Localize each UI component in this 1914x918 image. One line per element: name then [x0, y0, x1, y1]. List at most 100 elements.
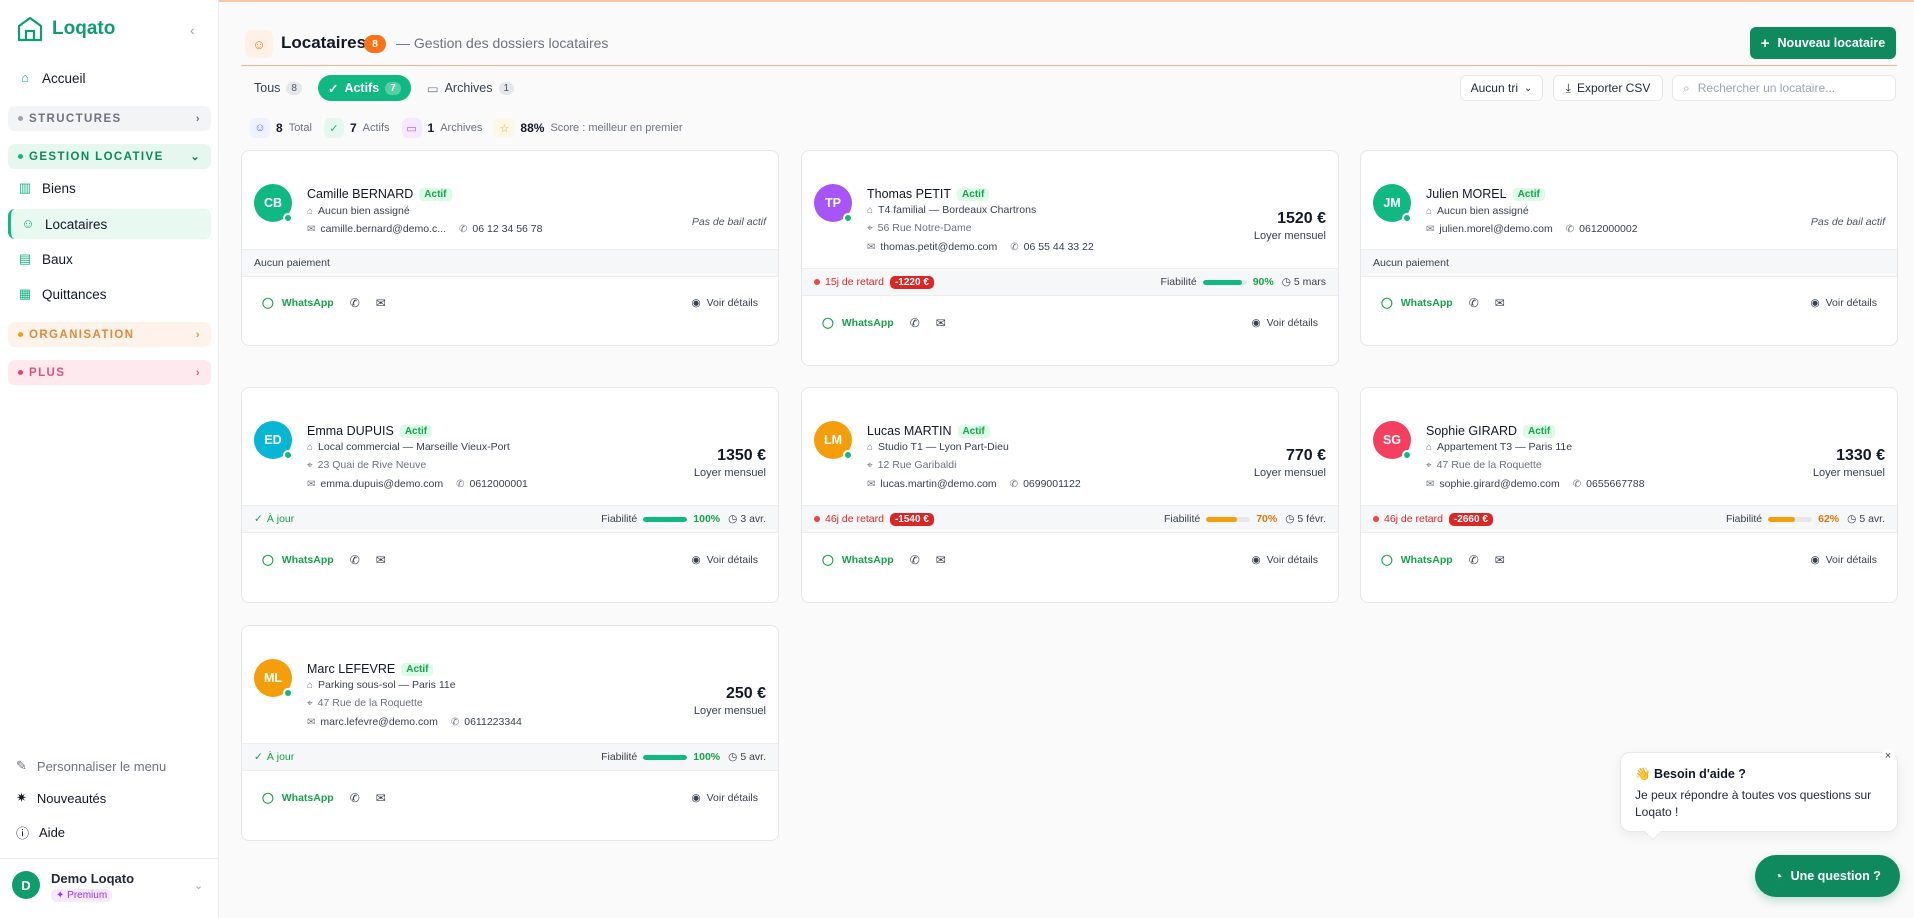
rent-block: 1520 € Loyer mensuel	[1254, 210, 1326, 242]
whatsapp-button[interactable]: ◯ WhatsApp	[262, 297, 334, 309]
section-organisation[interactable]: ORGANISATION ›	[8, 322, 211, 347]
mail-icon[interactable]: ✉	[935, 553, 946, 567]
sort-dropdown[interactable]: Aucun tri ⌄	[1460, 75, 1543, 101]
tenant-card[interactable]: CB Camille BERNARD Actif ⌂ Aucun bien assi…	[241, 150, 779, 346]
new-tenant-button[interactable]: + Nouveau locataire	[1750, 27, 1896, 59]
due-date: ◷ 5 mars	[1282, 276, 1326, 288]
property-line: ⌂ Appartement T3 — Paris 11e	[1426, 441, 1572, 453]
chevron-down-icon: ⌄	[1523, 82, 1533, 94]
tab-tous[interactable]: Tous 8	[244, 75, 312, 101]
tenant-card[interactable]: JM Julien MOREL Actif ⌂ Aucun bien assigné…	[1360, 150, 1898, 346]
sidebar-item-biens[interactable]: ▥ Biens	[8, 173, 211, 203]
view-details-label: Voir détails	[1266, 554, 1318, 566]
export-csv-button[interactable]: ⤓ Exporter CSV	[1553, 75, 1663, 101]
bubble-tail	[1644, 823, 1662, 841]
whatsapp-button[interactable]: ◯ WhatsApp	[262, 792, 334, 804]
logo[interactable]: Loqato	[16, 16, 115, 42]
tab-archives[interactable]: ▭ Archives 1	[417, 75, 524, 101]
view-details-button[interactable]: ◉ Voir détails	[691, 297, 758, 309]
whatsapp-button[interactable]: ◯ WhatsApp	[1381, 297, 1453, 309]
user-menu[interactable]: D Demo Loqato ✦ Premium ⌄	[0, 858, 219, 918]
phone-text: 0611223344	[464, 716, 522, 728]
rent-label: Loyer mensuel	[693, 705, 766, 717]
late-indicator: 15j de retard	[814, 276, 884, 288]
sidebar-item-baux[interactable]: ▤ Baux	[8, 244, 211, 274]
section-structures[interactable]: STRUCTURES ›	[8, 106, 211, 131]
tenant-card[interactable]: LM Lucas MARTIN Actif ⌂ Studio T1 — Lyon P…	[801, 387, 1339, 603]
chevron-down-icon: ⌄	[190, 151, 201, 163]
card-actions: ◯ WhatsApp ✆ ✉ ◉ Voir détails	[1361, 288, 1897, 318]
phone-call-icon[interactable]: ✆	[909, 553, 920, 567]
view-details-button[interactable]: ◉ Voir détails	[1810, 297, 1877, 309]
view-details-button[interactable]: ◉ Voir détails	[1251, 317, 1318, 329]
nav-accueil-label: Accueil	[42, 70, 86, 86]
phone-call-icon[interactable]: ✆	[1468, 553, 1479, 567]
news-link[interactable]: ✷ Nouveautés	[16, 790, 106, 806]
whatsapp-button[interactable]: ◯ WhatsApp	[1381, 554, 1453, 566]
mail-icon[interactable]: ✉	[935, 316, 946, 330]
address-line: ⌖ 23 Quai de Rive Neuve	[307, 459, 426, 471]
phone-call-icon[interactable]: ✆	[1468, 296, 1479, 310]
whatsapp-icon: ◯	[262, 792, 274, 804]
whatsapp-button[interactable]: ◯ WhatsApp	[822, 317, 894, 329]
page-subtitle: — Gestion des dossiers locataires	[396, 35, 609, 51]
tenant-card[interactable]: ED Emma DUPUIS Actif ⌂ Local commercial — …	[241, 387, 779, 603]
contact-line: ✉ julien.morel@demo.com ✆ 0612000002	[1426, 223, 1638, 235]
reliability-label: Fiabilité	[1725, 513, 1763, 525]
due-text: 5 avr.	[740, 751, 766, 763]
payment-strip: 15j de retard -1220 € Fiabilité 90% ◷ 5 mar…	[802, 268, 1338, 296]
payment-strip: 46j de retard -1540 € Fiabilité 70% ◷ 5 fév…	[802, 505, 1338, 533]
whatsapp-button[interactable]: ◯ WhatsApp	[822, 554, 894, 566]
phone-call-icon[interactable]: ✆	[909, 316, 920, 330]
search-box[interactable]: ⌕	[1672, 75, 1896, 101]
view-details-button[interactable]: ◉ Voir détails	[691, 792, 758, 804]
up-to-date-text: À jour	[266, 513, 295, 525]
rent-label: Loyer mensuel	[1253, 467, 1326, 479]
section-gestion-locative[interactable]: GESTION LOCATIVE ⌄	[8, 144, 211, 169]
customize-menu-link[interactable]: ✎ Personnaliser le menu	[16, 758, 166, 774]
sidebar: Loqato ‹ ⌂ Accueil STRUCTURES › GESTION …	[0, 0, 219, 918]
late-text: 46j de retard	[825, 513, 884, 525]
view-details-button[interactable]: ◉ Voir détails	[1251, 554, 1318, 566]
online-dot	[283, 450, 293, 460]
address-text: 47 Rue de la Roquette	[317, 697, 423, 709]
phone-call-icon[interactable]: ✆	[349, 553, 360, 567]
sidebar-item-locataires[interactable]: ☺ Locataires	[8, 209, 211, 239]
mail-icon[interactable]: ✉	[375, 791, 386, 805]
map-pin-icon: ⌖	[307, 697, 313, 709]
mail-icon[interactable]: ✉	[375, 296, 386, 310]
section-plus[interactable]: PLUS ›	[8, 360, 211, 385]
mail-icon[interactable]: ✉	[375, 553, 386, 567]
phone-call-icon[interactable]: ✆	[349, 296, 360, 310]
sidebar-item-quittances[interactable]: ▦ Quittances	[8, 279, 211, 309]
chevron-down-icon[interactable]: ⌄	[194, 880, 204, 892]
building-icon: ▥	[18, 180, 32, 195]
check-circle-icon: ✓	[327, 81, 339, 96]
tab-actifs[interactable]: ✓ Actifs 7	[317, 75, 411, 101]
ask-question-label: Une question ?	[1790, 869, 1881, 883]
view-details-button[interactable]: ◉ Voir détails	[1810, 554, 1877, 566]
up-to-date-indicator: ✓ À jour	[254, 513, 294, 525]
nav-accueil[interactable]: ⌂ Accueil	[8, 63, 211, 93]
close-icon[interactable]: ×	[1881, 749, 1895, 763]
online-dot	[843, 213, 853, 223]
status-badge: Actif	[1523, 424, 1556, 438]
whatsapp-button[interactable]: ◯ WhatsApp	[262, 554, 334, 566]
mail-icon[interactable]: ✉	[1494, 553, 1505, 567]
collapse-sidebar-icon[interactable]: ‹	[190, 22, 195, 38]
tenant-card[interactable]: SG Sophie GIRARD Actif ⌂ Appartement T3 — …	[1360, 387, 1898, 603]
view-details-button[interactable]: ◉ Voir détails	[691, 554, 758, 566]
ask-question-button[interactable]: ◔ Une question ?	[1755, 855, 1900, 897]
search-input[interactable]	[1697, 81, 1878, 95]
address-text: 12 Rue Garibaldi	[877, 459, 957, 471]
phone-text: 0699001122	[1023, 478, 1081, 490]
phone-call-icon[interactable]: ✆	[349, 791, 360, 805]
help-link[interactable]: ⓘ Aide	[16, 823, 65, 842]
filter-tabs: Tous 8 ✓ Actifs 7 ▭ Archives 1	[244, 75, 524, 101]
online-dot	[1402, 450, 1412, 460]
sparkle-icon: ✷	[16, 790, 27, 805]
phone-icon: ✆	[456, 478, 465, 490]
tenant-card[interactable]: TP Thomas PETIT Actif ⌂ T4 familial — Bord…	[801, 150, 1339, 366]
mail-icon[interactable]: ✉	[1494, 296, 1505, 310]
tenant-card[interactable]: ML Marc LEFEVRE Actif ⌂ Parking sous-sol —…	[241, 625, 779, 841]
